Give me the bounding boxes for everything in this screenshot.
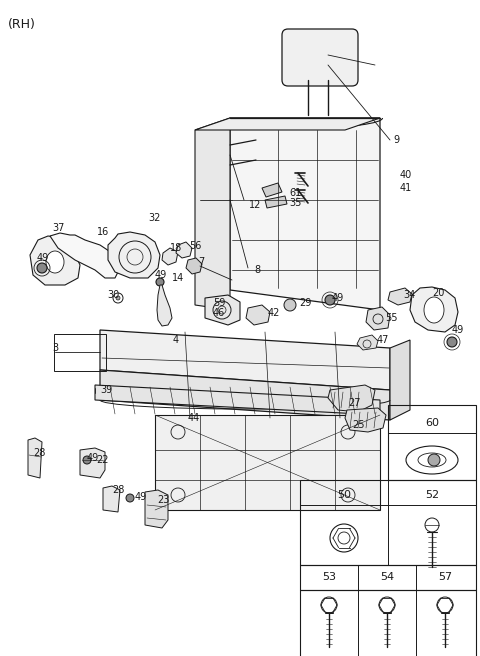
Text: 52: 52 xyxy=(425,490,439,500)
Polygon shape xyxy=(357,335,378,350)
Polygon shape xyxy=(345,408,386,432)
Ellipse shape xyxy=(424,297,444,323)
Text: 32: 32 xyxy=(148,213,160,223)
Circle shape xyxy=(428,454,440,466)
Text: 49: 49 xyxy=(155,270,167,280)
Polygon shape xyxy=(390,340,410,420)
Text: 25: 25 xyxy=(352,420,364,430)
Text: 14: 14 xyxy=(172,273,184,283)
Text: 54: 54 xyxy=(380,572,394,582)
Text: 12: 12 xyxy=(249,200,262,210)
Polygon shape xyxy=(145,490,168,528)
Ellipse shape xyxy=(46,251,64,273)
Polygon shape xyxy=(195,118,380,130)
Text: 37: 37 xyxy=(52,223,64,233)
Polygon shape xyxy=(108,232,160,278)
Text: 44: 44 xyxy=(188,413,200,423)
Text: 20: 20 xyxy=(432,288,444,298)
Text: 46: 46 xyxy=(213,308,225,318)
Polygon shape xyxy=(195,118,230,310)
Text: 49: 49 xyxy=(452,325,464,335)
Polygon shape xyxy=(157,285,172,326)
Text: 41: 41 xyxy=(400,183,412,193)
Text: 47: 47 xyxy=(377,335,389,345)
Circle shape xyxy=(447,337,457,347)
Polygon shape xyxy=(80,448,105,478)
Text: 3: 3 xyxy=(52,343,58,353)
Circle shape xyxy=(325,295,335,305)
Polygon shape xyxy=(176,242,192,258)
Text: 39: 39 xyxy=(100,385,112,395)
Text: 23: 23 xyxy=(157,495,169,505)
Text: 18: 18 xyxy=(170,243,182,253)
Text: 57: 57 xyxy=(438,572,452,582)
Polygon shape xyxy=(103,486,120,512)
Text: 42: 42 xyxy=(268,308,280,318)
Polygon shape xyxy=(230,118,380,310)
Polygon shape xyxy=(366,307,390,330)
Text: 9: 9 xyxy=(393,135,399,145)
Polygon shape xyxy=(162,248,178,265)
Text: 16: 16 xyxy=(97,227,109,237)
Text: 27: 27 xyxy=(348,398,360,408)
Circle shape xyxy=(83,456,91,464)
Text: 49: 49 xyxy=(37,253,49,263)
Polygon shape xyxy=(265,196,287,208)
Polygon shape xyxy=(388,288,412,305)
Text: 30: 30 xyxy=(107,290,119,300)
Text: 4: 4 xyxy=(173,335,179,345)
Ellipse shape xyxy=(406,446,458,474)
Polygon shape xyxy=(100,330,390,390)
Text: 60: 60 xyxy=(425,418,439,428)
Text: 49: 49 xyxy=(87,453,99,463)
Text: 56: 56 xyxy=(189,241,202,251)
Polygon shape xyxy=(155,415,380,510)
Polygon shape xyxy=(50,233,120,278)
Text: 49: 49 xyxy=(332,293,344,303)
Polygon shape xyxy=(186,258,202,274)
Polygon shape xyxy=(328,385,375,412)
Text: 59: 59 xyxy=(213,298,226,308)
Text: 34: 34 xyxy=(403,290,415,300)
Circle shape xyxy=(116,296,120,300)
FancyBboxPatch shape xyxy=(282,29,358,86)
Text: 8: 8 xyxy=(254,265,260,275)
Text: 35: 35 xyxy=(289,198,301,208)
Text: (RH): (RH) xyxy=(8,18,36,31)
Polygon shape xyxy=(246,305,270,325)
Text: 53: 53 xyxy=(322,572,336,582)
Text: 50: 50 xyxy=(337,490,351,500)
Polygon shape xyxy=(410,287,458,332)
Polygon shape xyxy=(100,370,390,420)
Polygon shape xyxy=(205,295,240,325)
Text: 61: 61 xyxy=(289,188,301,198)
Text: 55: 55 xyxy=(385,313,397,323)
Text: 40: 40 xyxy=(400,170,412,180)
Circle shape xyxy=(156,278,164,286)
Text: 28: 28 xyxy=(112,485,124,495)
Text: 22: 22 xyxy=(96,455,108,465)
Polygon shape xyxy=(30,236,80,285)
Polygon shape xyxy=(95,385,380,415)
Polygon shape xyxy=(262,183,282,197)
Circle shape xyxy=(37,263,47,273)
Circle shape xyxy=(284,299,296,311)
Text: 28: 28 xyxy=(33,448,46,458)
Text: 7: 7 xyxy=(198,257,204,267)
Text: 29: 29 xyxy=(299,298,312,308)
Polygon shape xyxy=(28,438,42,478)
Text: 49: 49 xyxy=(135,492,147,502)
Circle shape xyxy=(126,494,134,502)
